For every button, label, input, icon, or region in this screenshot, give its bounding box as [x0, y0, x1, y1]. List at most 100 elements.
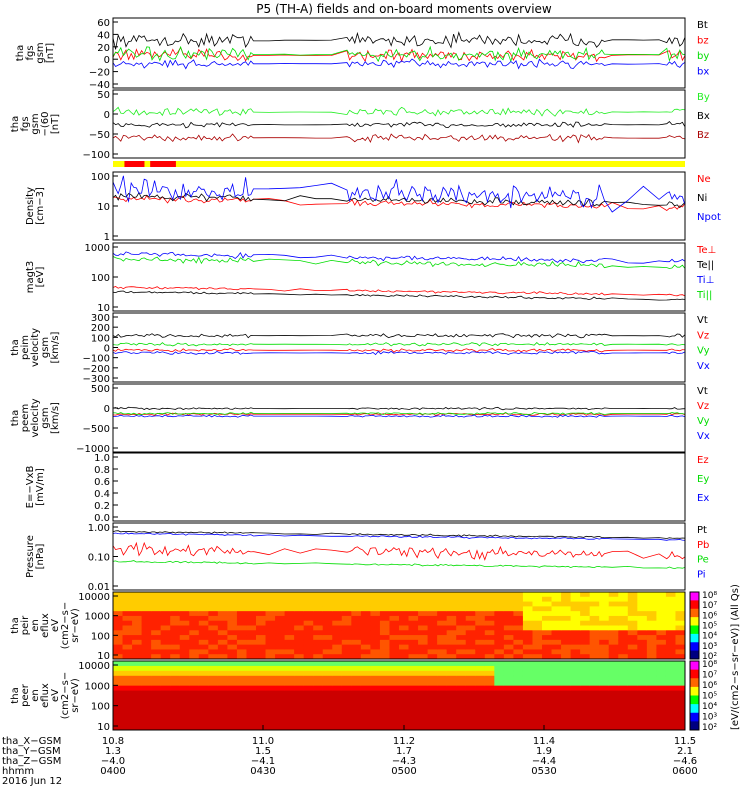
panel-frame [112, 452, 686, 522]
spectrogram-cell [113, 601, 124, 607]
spectrogram-cell [322, 654, 333, 660]
spectrogram-cell [341, 695, 352, 701]
spectrogram-cell [160, 720, 171, 726]
spectrogram-cell [522, 611, 533, 617]
spectrogram-cell [475, 725, 486, 731]
spectrogram-cell [580, 675, 591, 682]
spectrogram-cell [646, 695, 657, 701]
spectrogram-cell [656, 606, 667, 612]
y-tick-label: 40 [97, 30, 110, 41]
spectrogram-cell [627, 596, 638, 603]
spectrogram-cell [294, 606, 305, 612]
spectrogram-cell [675, 670, 686, 677]
spectrogram-cell [551, 661, 562, 667]
spectrogram-cell [513, 654, 524, 660]
spectrogram-cell [580, 695, 591, 701]
spectrogram-cell [160, 695, 171, 701]
spectrogram-cell [341, 606, 352, 612]
spectrogram-cell [494, 680, 505, 687]
spectrogram-cell [465, 725, 476, 731]
spectrogram-cell [456, 720, 467, 726]
spectrogram-cell [294, 705, 305, 711]
spectrogram-cell [656, 654, 667, 660]
spectrogram-cell [599, 725, 610, 731]
spectrogram-cell [170, 625, 181, 631]
spectrogram-cell [189, 625, 200, 631]
spectrogram-cell [475, 644, 486, 650]
spectrogram-cell [580, 615, 591, 622]
spectrogram-cell [132, 720, 143, 726]
spectrogram-cell [179, 625, 190, 631]
spectrogram-cell [284, 690, 295, 696]
spectrogram-cell [294, 625, 305, 631]
spectrogram-cell [522, 606, 533, 612]
spectrogram-cell [580, 592, 591, 598]
y-tick-label: 10 [97, 202, 110, 213]
spectrogram-cell [322, 615, 333, 622]
spectrogram-cell [122, 725, 133, 731]
spectrogram-cell [675, 690, 686, 696]
spectrogram-cell [132, 625, 143, 631]
legend-label-Ne: Ne [697, 174, 711, 185]
spectrogram-cell [122, 665, 133, 672]
spectrogram-cell [236, 725, 247, 731]
y-axis-label-line: magt3 [25, 261, 36, 294]
spectrogram-cell [656, 725, 667, 731]
spectrogram-cell [322, 630, 333, 636]
spectrogram-cell [589, 710, 600, 716]
spectrogram-cell [494, 611, 505, 617]
spectrogram-cell [170, 715, 181, 721]
y-axis-label: E=−VxB[mV/m] [25, 466, 46, 509]
colorbar-segment [690, 650, 699, 660]
spectrogram-cell [399, 695, 410, 701]
spectrogram-cell [179, 715, 190, 721]
spectrogram-cell [141, 715, 152, 721]
spectrogram-cell [236, 661, 247, 667]
spectrogram-cell [446, 654, 457, 660]
spectrogram-cell [379, 690, 390, 696]
spectrogram-cell [294, 592, 305, 598]
spectrogram-cell [675, 601, 686, 607]
spectrogram-cell [627, 720, 638, 726]
spectrogram-cell [389, 690, 400, 696]
spectrogram-cell [322, 705, 333, 711]
spectrogram-cell [646, 649, 657, 655]
spectrogram-cell [503, 670, 514, 677]
spectrogram-cell [284, 601, 295, 607]
spectrogram-cell [360, 615, 371, 622]
spectrogram-cell [303, 601, 314, 607]
spectrogram-cell [418, 630, 429, 636]
spectrogram-cell [665, 654, 676, 660]
spectrogram-cell [132, 725, 143, 731]
spectrogram-cell [675, 675, 686, 682]
spectrogram-cell [141, 661, 152, 667]
spectrogram-cell [551, 710, 562, 716]
spectrogram-cell [313, 675, 324, 682]
spectrogram-cell [532, 685, 543, 692]
spectrogram-cell [675, 705, 686, 711]
spectrogram-cell [217, 615, 228, 622]
spectrogram-cell [542, 661, 553, 667]
spectrogram-cell [389, 720, 400, 726]
x-tick-label: 0530 [531, 766, 556, 777]
spectrogram-cell [256, 625, 267, 631]
spectrogram-cell [370, 620, 381, 626]
spectrogram-cell [551, 606, 562, 612]
spectrogram-cell [551, 705, 562, 711]
spectrogram-cell [427, 685, 438, 692]
spectrogram-cell [608, 661, 619, 667]
spectrogram-cell [465, 644, 476, 650]
series-line-bx [112, 58, 686, 70]
spectrogram-cell [542, 700, 553, 706]
y-axis-label: thafgsgsm−(60[nT] [10, 111, 61, 136]
spectrogram-cell [503, 654, 514, 660]
spectrogram-cell [160, 611, 171, 617]
spectrogram-cell [656, 680, 667, 687]
spectrogram-cell [275, 601, 286, 607]
spectrogram-cell [151, 611, 162, 617]
spectrogram-cell [170, 695, 181, 701]
spectrogram-cell [580, 690, 591, 696]
spectrogram-cell [151, 675, 162, 682]
spectrogram-cell [589, 611, 600, 617]
spectrogram-cell [408, 654, 419, 660]
